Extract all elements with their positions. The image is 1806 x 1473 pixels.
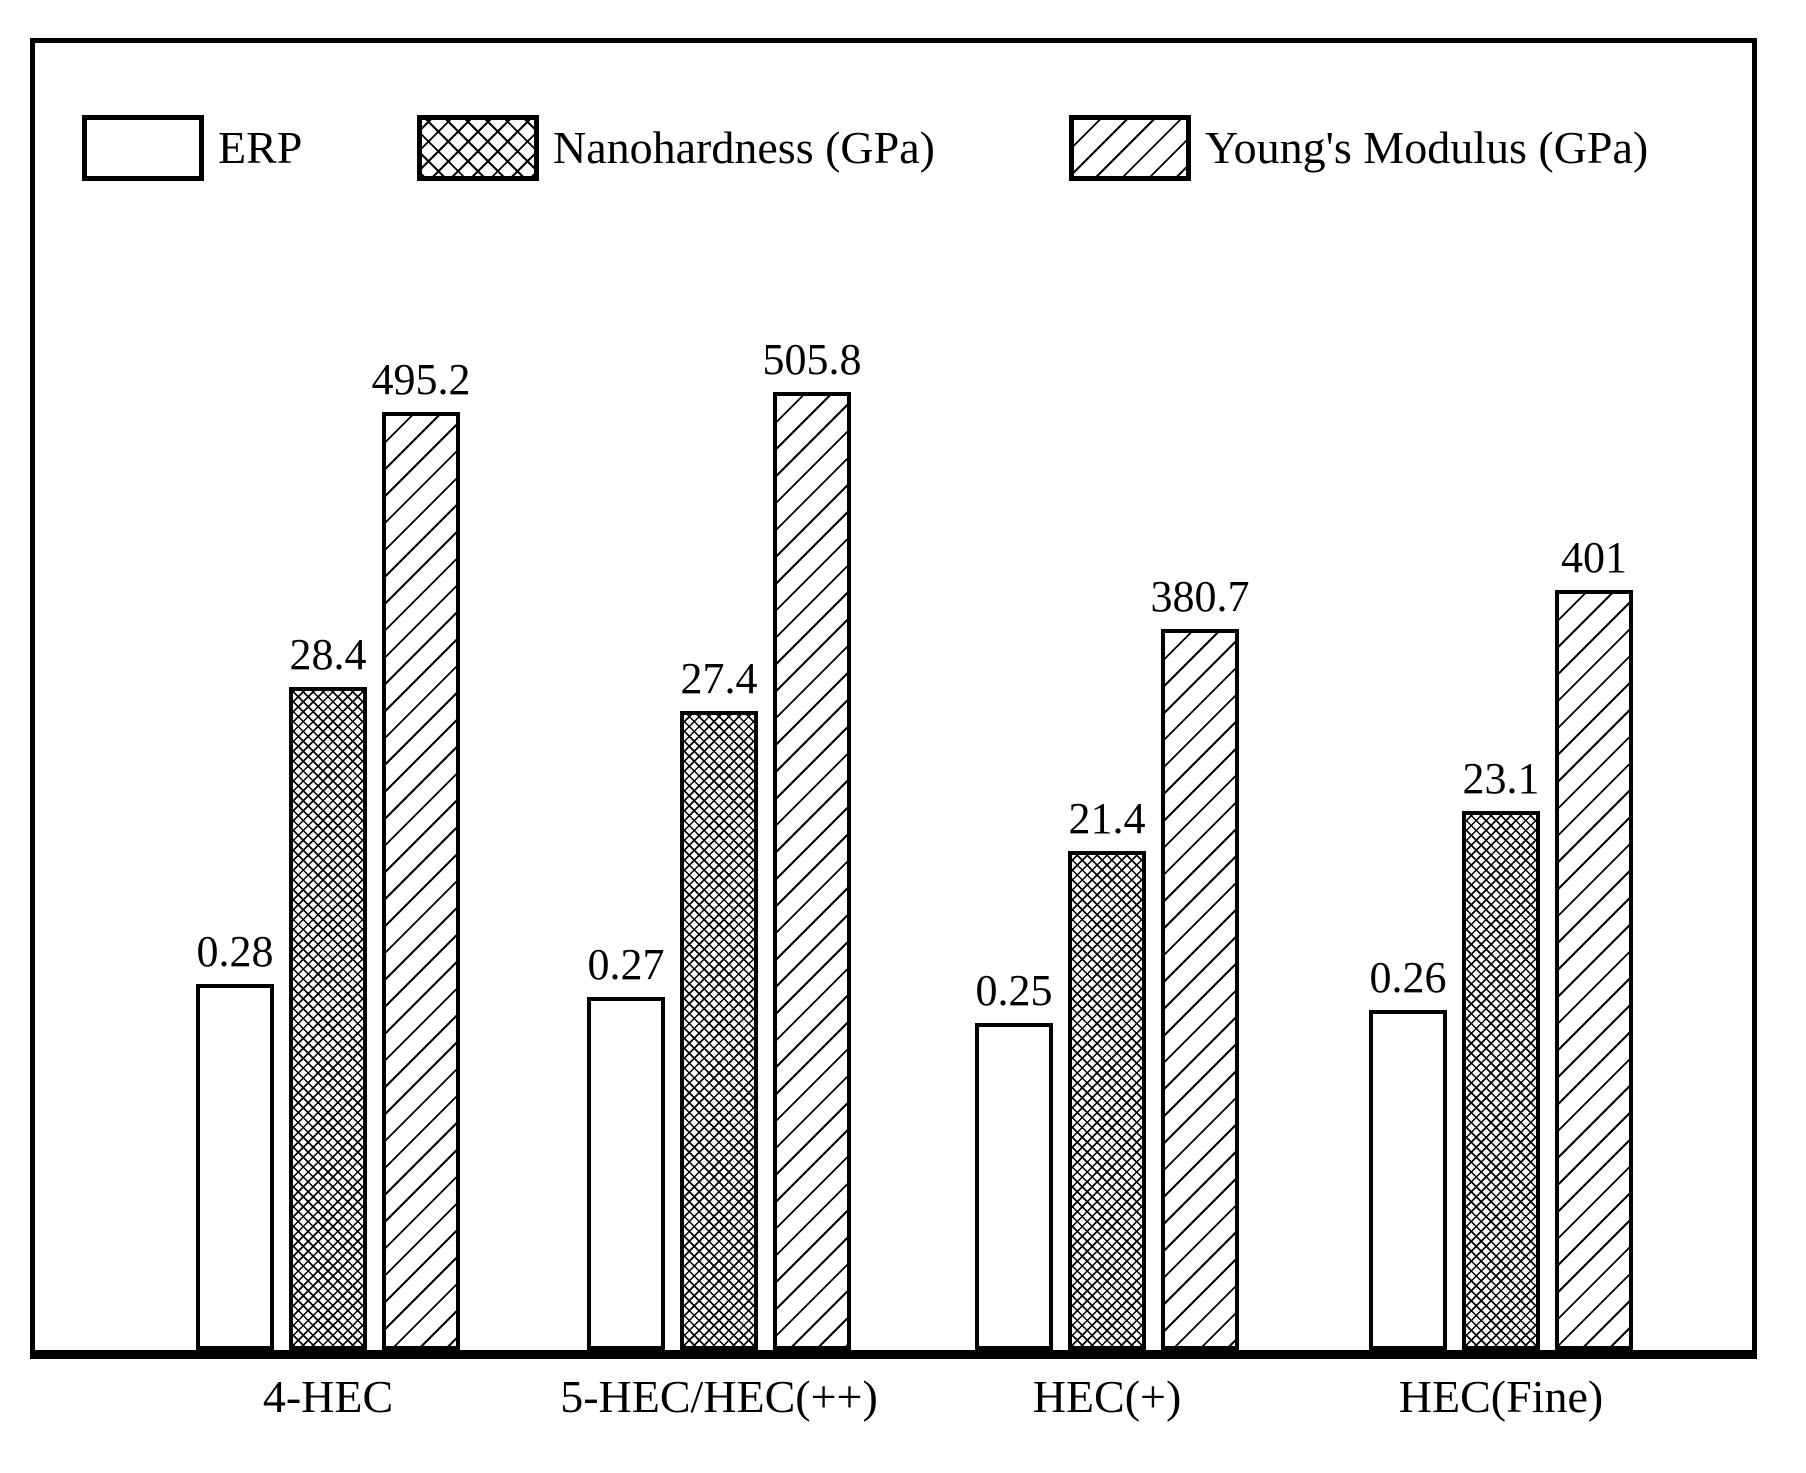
bar-value-label: 21.4 bbox=[1068, 794, 1146, 843]
legend-label: Young's Modulus (GPa) bbox=[1205, 122, 1649, 173]
bar-nanohardness-gpa-hec-fine bbox=[1462, 811, 1540, 1350]
bar-erp-hec bbox=[975, 1023, 1053, 1350]
legend-label: ERP bbox=[218, 122, 303, 173]
bar-value-label: 0.27 bbox=[587, 940, 665, 989]
x-category-label-5-hec-hec: 5-HEC/HEC(++) bbox=[560, 1371, 878, 1422]
legend-swatch-diagonal bbox=[1069, 115, 1191, 181]
bar-value-label: 401 bbox=[1561, 533, 1627, 582]
bar-value-label: 27.4 bbox=[680, 654, 758, 703]
legend-swatch-plain bbox=[82, 115, 204, 181]
bar-nanohardness-gpa-hec bbox=[1068, 851, 1146, 1350]
bar-young-s-modulus-gpa-5-hec-hec bbox=[773, 392, 851, 1350]
bar-young-s-modulus-gpa-hec bbox=[1161, 629, 1239, 1350]
bar-value-label: 28.4 bbox=[289, 630, 367, 679]
legend-item-erp: ERP bbox=[82, 115, 302, 181]
x-category-label-hec: HEC(+) bbox=[1032, 1371, 1182, 1422]
legend-label: Nanohardness (GPa) bbox=[553, 122, 935, 173]
plot-area: 0.28 0.27 0.25 0.26 28.4 27.4 21.4 23.1 495.2 505… bbox=[35, 43, 1752, 1350]
bar-erp-4-hec bbox=[196, 984, 274, 1350]
bar-value-label: 505.8 bbox=[762, 335, 862, 384]
bar-value-label: 380.7 bbox=[1150, 572, 1250, 621]
bar-value-label: 0.25 bbox=[975, 966, 1053, 1015]
bar-young-s-modulus-gpa-hec-fine bbox=[1555, 590, 1633, 1350]
legend-swatch-crosshatch bbox=[417, 115, 539, 181]
x-category-label-4-hec: 4-HEC bbox=[262, 1371, 394, 1422]
plot-frame: ERP Nanohardness (GPa) Young's Modulus (… bbox=[30, 38, 1757, 1359]
bar-value-label: 495.2 bbox=[371, 355, 471, 404]
bar-erp-hec-fine bbox=[1369, 1010, 1447, 1350]
x-category-label-hec-fine: HEC(Fine) bbox=[1398, 1371, 1604, 1422]
bar-value-label: 0.26 bbox=[1369, 953, 1447, 1002]
legend-item-nanohardness: Nanohardness (GPa) bbox=[417, 115, 935, 181]
bar-value-label: 0.28 bbox=[196, 927, 274, 976]
bar-nanohardness-gpa-5-hec-hec bbox=[680, 711, 758, 1350]
legend-item-youngs-modulus: Young's Modulus (GPa) bbox=[1069, 115, 1648, 181]
bar-erp-5-hec-hec bbox=[587, 997, 665, 1350]
bar-value-label: 23.1 bbox=[1462, 754, 1540, 803]
bar-nanohardness-gpa-4-hec bbox=[289, 687, 367, 1350]
bar-young-s-modulus-gpa-4-hec bbox=[382, 412, 460, 1350]
